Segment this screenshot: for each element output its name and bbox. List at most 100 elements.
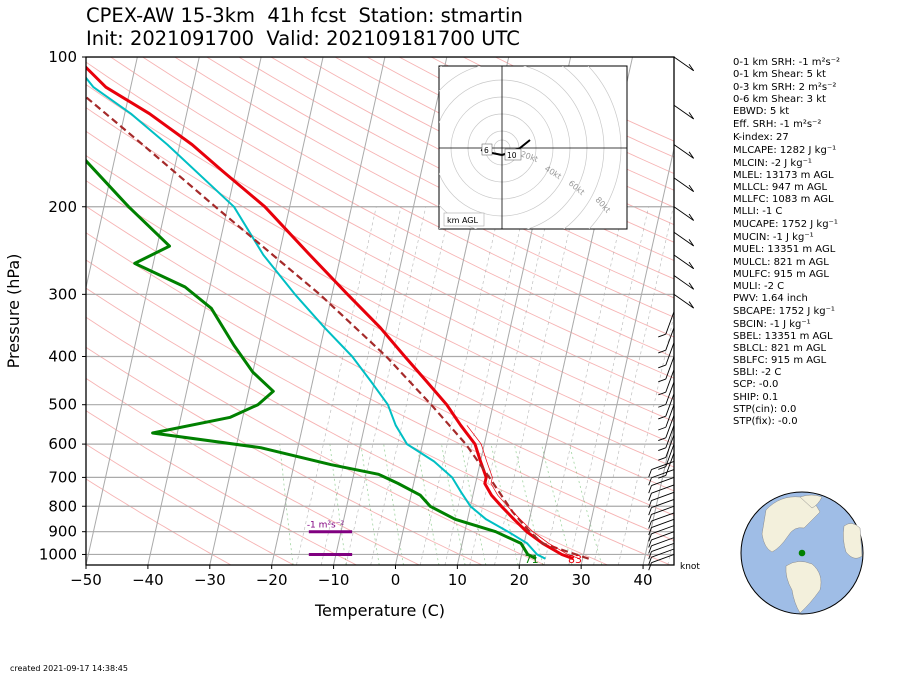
hodograph-height-label: 6: [484, 146, 489, 155]
wind-barb: [665, 369, 675, 393]
wind-barb: [651, 498, 675, 509]
wind-barb: [673, 254, 694, 270]
dry-adiabat: [206, 57, 674, 299]
wind-barb: [665, 425, 675, 449]
x-tick-label: −40: [132, 571, 164, 589]
wind-barb-flag: [658, 426, 666, 431]
wind-barb-flag: [658, 378, 666, 383]
x-tick-label: −50: [70, 571, 102, 589]
stat-line: 0-1 km Shear: 5 kt: [733, 69, 826, 81]
stat-line: MLEL: 13173 m AGL: [733, 169, 834, 181]
wind-barb-flag: [658, 349, 666, 354]
wind-barb-flag: [648, 545, 652, 554]
wind-barb-flag: [688, 282, 695, 290]
mixing-ratio-line: [490, 444, 519, 565]
hodograph-legend: km AGL: [447, 216, 479, 225]
wetbulb-line: [86, 76, 546, 560]
x-tick-label: −20: [256, 571, 288, 589]
mixing-ratio-line: [360, 444, 380, 565]
wind-barbs: [648, 56, 695, 571]
moist-adiabat: [419, 206, 501, 565]
moist-adiabat: [296, 206, 377, 565]
dry-adiabat: [86, 259, 671, 565]
wind-barb-flag: [658, 447, 666, 452]
stat-line: MUEL: 13351 m AGL: [733, 244, 836, 256]
stat-line: 0-3 km SRH: 2 m²s⁻²: [733, 82, 837, 94]
x-tick-label: 30: [572, 571, 591, 589]
dry-adiabat: [86, 410, 357, 565]
mixing-ratio-line: [541, 444, 573, 565]
created-timestamp: created 2021-09-17 14:38:45: [10, 664, 128, 673]
wind-barb: [673, 293, 694, 309]
mixing-ratio-line: [329, 444, 347, 565]
wind-barb: [651, 548, 675, 558]
wind-barb-flag: [658, 437, 666, 441]
stat-line: SBCAPE: 1752 J kg⁻¹: [733, 305, 835, 317]
dry-adiabat: [86, 316, 545, 565]
stat-line: MULCL: 821 m AGL: [733, 256, 829, 268]
wind-barb-flag: [688, 261, 695, 269]
wind-barb-flag: [658, 457, 666, 461]
moist-adiabat: [617, 313, 674, 565]
stat-line: SCP: -0.0: [733, 379, 779, 391]
wind-barb-flag: [648, 493, 652, 501]
wind-barb-flag: [648, 562, 652, 571]
wind-barb: [665, 381, 675, 405]
wind-barb-flag: [658, 364, 666, 369]
dry-adiabat: [86, 130, 674, 445]
mixing-ratio-line: [513, 444, 544, 565]
dry-adiabat: [86, 232, 674, 542]
y-axis-label: Pressure (hPa): [4, 254, 23, 369]
chart-title: CPEX-AW 15-3km 41h fcst Station: stmarti…: [86, 4, 523, 50]
mixing-ratio-line: [279, 444, 294, 565]
stat-line: PWV: 1.64 inch: [733, 292, 808, 304]
title-line-1: CPEX-AW 15-3km 41h fcst Station: stmarti…: [86, 4, 523, 27]
wind-barb: [673, 206, 694, 221]
wind-barb: [665, 327, 675, 351]
stat-line: Eff. SRH: -1 m²s⁻²: [733, 119, 822, 131]
wind-barb-flag: [688, 184, 695, 192]
stat-line: MLCIN: -2 J kg⁻¹: [733, 157, 812, 169]
wind-barb-flag: [648, 485, 652, 494]
dry-adiabat: [86, 61, 674, 379]
profile-lines: -1 m²s⁻² 71 83: [86, 65, 590, 566]
stat-line: STP(cin): 0.0: [733, 403, 797, 415]
stat-line: SBEL: 13351 m AGL: [733, 331, 833, 343]
wind-barb: [651, 505, 675, 515]
y-tick-label: 200: [48, 198, 77, 216]
wind-barb-flag: [688, 301, 695, 309]
stat-line: STP(fix): -0.0: [733, 415, 798, 427]
wind-barb: [673, 177, 694, 193]
temperature-line: [86, 65, 574, 561]
isotherm: [333, 57, 448, 565]
wind-barb: [651, 531, 675, 541]
wind-barb-flag: [658, 475, 666, 479]
wind-barb: [665, 311, 675, 335]
wind-barb-flag: [658, 404, 666, 408]
surface-label-83: 83: [568, 553, 582, 566]
virtual-temperature-line: [466, 425, 580, 560]
surface-label-71: 71: [525, 553, 539, 566]
wind-barb-flag: [688, 213, 695, 221]
stat-line: SHIP: 0.1: [733, 391, 779, 403]
moist-adiabat: [543, 206, 625, 565]
dry-adiabat: [174, 57, 674, 318]
y-tick-label: 1000: [39, 545, 77, 563]
moist-adiabat: [469, 206, 550, 565]
station-marker: [798, 549, 806, 557]
dry-adiabat: [86, 155, 674, 468]
x-tick-label: 0: [391, 571, 401, 589]
wind-barb-flag: [648, 557, 652, 565]
mixing-ratio-line: [416, 444, 440, 565]
wind-barb: [665, 443, 675, 467]
stat-line: SBLI: -2 C: [733, 367, 782, 379]
isotherm: [147, 57, 262, 565]
stat-line: 0-6 km Shear: 3 kt: [733, 94, 826, 106]
wind-barb-flag: [648, 477, 652, 486]
moist-adiabat: [345, 206, 427, 565]
wind-barb: [651, 537, 675, 547]
stat-line: MULI: -2 C: [733, 280, 785, 292]
mixing-ratio-line: [460, 444, 487, 565]
stat-line: K-index: 27: [733, 131, 789, 143]
